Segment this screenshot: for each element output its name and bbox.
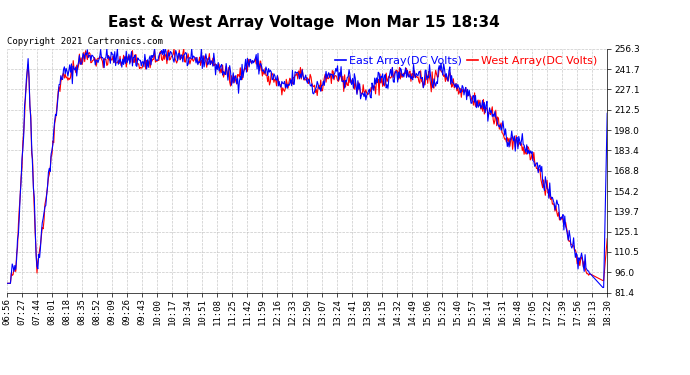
- East Array(DC Volts): [468, 101, 476, 105]
- East Array(DC Volts): [125, 52, 133, 56]
- East Array(DC Volts): [559, 212, 567, 217]
- Line: East Array(DC Volts): East Array(DC Volts): [7, 49, 607, 288]
- West Array(DC Volts): [3, 281, 11, 285]
- East Array(DC Volts): [103, 46, 111, 51]
- West Array(DC Volts): [447, 85, 455, 89]
- East Array(DC Volts): [447, 74, 455, 78]
- West Array(DC Volts): [603, 237, 611, 241]
- West Array(DC Volts): [559, 218, 567, 223]
- East Array(DC Volts): [599, 285, 607, 290]
- East Array(DC Volts): [3, 281, 11, 285]
- West Array(DC Volts): [124, 54, 132, 59]
- West Array(DC Volts): [468, 98, 476, 103]
- West Array(DC Volts): [179, 46, 188, 51]
- Text: Copyright 2021 Cartronics.com: Copyright 2021 Cartronics.com: [7, 38, 163, 46]
- Text: East & West Array Voltage  Mon Mar 15 18:34: East & West Array Voltage Mon Mar 15 18:…: [108, 15, 500, 30]
- West Array(DC Volts): [537, 177, 545, 182]
- Legend: East Array(DC Volts), West Array(DC Volts): East Array(DC Volts), West Array(DC Volt…: [331, 52, 602, 71]
- West Array(DC Volts): [497, 121, 505, 125]
- East Array(DC Volts): [497, 128, 505, 132]
- East Array(DC Volts): [537, 170, 545, 174]
- Line: West Array(DC Volts): West Array(DC Volts): [7, 49, 607, 283]
- East Array(DC Volts): [603, 111, 611, 116]
